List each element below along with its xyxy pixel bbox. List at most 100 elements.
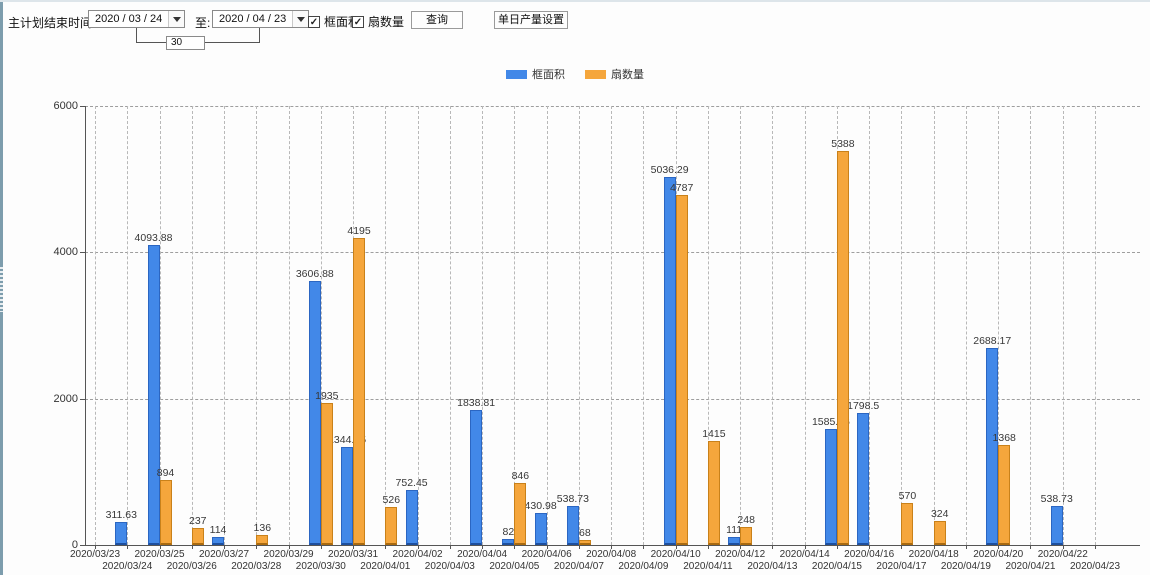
x-axis-label: 2020/04/10: [650, 549, 701, 560]
bar-value-label: 1368: [992, 431, 1016, 444]
x-axis-tick: [449, 545, 451, 549]
x-axis-tick: [901, 545, 903, 549]
legend-item-frame-area: 框面积: [506, 66, 565, 82]
x-axis-tick: [836, 545, 838, 549]
x-axis-label: 2020/04/04: [457, 549, 508, 560]
x-axis: [85, 545, 1140, 546]
x-axis-tick: [288, 545, 290, 549]
x-axis-tick: [965, 545, 967, 549]
date-from-picker[interactable]: 2020 / 03 / 24: [88, 10, 185, 28]
x-axis-label: 2020/04/01: [360, 561, 411, 572]
x-axis-tick: [707, 545, 709, 549]
daily-output-settings-button[interactable]: 单日产量设置: [494, 11, 568, 29]
x-axis-label: 2020/04/15: [811, 561, 862, 572]
bar-框面积-2020/04/06: [534, 513, 547, 545]
window-left-edge: [0, 2, 3, 575]
x-axis-label: 2020/04/13: [747, 561, 798, 572]
x-axis-tick: [933, 545, 935, 549]
v-gridline: [95, 106, 96, 545]
v-gridline: [1062, 106, 1064, 545]
bar-扇数量-2020/04/05: [514, 483, 527, 545]
bar-value-label: 846: [511, 470, 530, 483]
date-to-picker[interactable]: 2020 / 04 / 23: [212, 10, 309, 28]
bar-扇数量-2020/03/25: [159, 479, 172, 545]
chevron-down-icon: [172, 16, 181, 22]
v-gridline: [869, 106, 871, 545]
x-axis-tick: [95, 545, 96, 549]
x-axis-label: 2020/04/11: [683, 561, 733, 572]
v-gridline: [256, 106, 258, 545]
bar-扇数量-2020/04/01: [385, 506, 398, 545]
bar-value-label: 2688.17: [973, 335, 1012, 348]
bar-value-label: 1585.96: [811, 415, 850, 428]
h-gridline: [85, 252, 1140, 254]
y-axis-tick: [80, 106, 85, 107]
bar-value-label: 430.98: [524, 500, 557, 513]
date-to-dropdown-button[interactable]: [292, 11, 308, 27]
bar-value-label: 68: [579, 527, 591, 540]
y-axis-label: 0: [71, 539, 78, 551]
date-to-value: 2020 / 04 / 23: [219, 13, 287, 25]
x-axis-tick: [191, 545, 193, 549]
v-gridline: [191, 106, 193, 545]
bar-value-label: 1798.5: [847, 400, 880, 413]
bar-扇数量-2020/04/20: [998, 444, 1011, 545]
v-gridline: [159, 106, 161, 545]
x-axis-tick: [224, 545, 226, 549]
x-axis-tick: [320, 545, 322, 549]
bar-value-label: 894: [156, 466, 175, 479]
checkbox-fan-count-label: 扇数量: [368, 15, 405, 29]
bar-value-label: 538.73: [1040, 492, 1073, 505]
bar-value-label: 82: [502, 526, 515, 538]
x-axis-label: 2020/04/23: [1069, 561, 1121, 572]
days-between-input[interactable]: 30: [166, 36, 205, 50]
x-axis-label: 2020/03/25: [134, 549, 185, 560]
plan-end-time-label: 主计划结束时间:: [8, 16, 96, 30]
checkbox-frame-area[interactable]: ✓ 框面积: [308, 13, 360, 30]
date-from-dropdown-button[interactable]: [168, 11, 184, 27]
v-gridline: [127, 106, 129, 545]
x-axis-label: 2020/03/30: [295, 561, 346, 572]
v-gridline: [933, 106, 935, 545]
v-gridline: [965, 106, 967, 545]
bar-框面积-2020/04/16: [857, 413, 870, 545]
x-axis-tick: [353, 545, 355, 549]
bar-value-label: 3606.88: [295, 268, 334, 281]
bar-框面积-2020/04/15: [824, 428, 837, 545]
checkbox-fan-count[interactable]: ✓ 扇数量: [352, 13, 404, 30]
x-axis-label: 2020/04/08: [586, 549, 637, 560]
h-gridline: [85, 398, 1140, 400]
chevron-down-icon: [296, 16, 305, 22]
bar-框面积-2020/03/27: [212, 536, 225, 545]
x-axis-tick: [772, 545, 774, 549]
y-axis-label: 6000: [53, 100, 78, 112]
x-axis-label: 2020/04/18: [908, 549, 959, 560]
x-axis-label: 2020/04/09: [618, 561, 669, 572]
date-from-value: 2020 / 03 / 24: [95, 13, 163, 25]
v-gridline: [611, 106, 613, 545]
v-gridline: [578, 106, 580, 545]
x-axis-label: 2020/04/21: [1005, 561, 1056, 572]
v-gridline: [707, 106, 709, 545]
bar-value-label: 4787: [669, 181, 694, 194]
bar-框面积-2020/04/10: [663, 176, 676, 545]
bar-扇数量-2020/03/26: [191, 527, 204, 545]
x-axis-label: 2020/04/02: [392, 549, 443, 560]
y-axis-tick: [80, 545, 85, 546]
splitter-grip[interactable]: [0, 267, 3, 312]
x-axis-label: 2020/03/26: [166, 561, 217, 572]
v-gridline: [482, 106, 484, 545]
x-axis-tick: [869, 545, 871, 549]
x-axis-tick: [643, 545, 645, 549]
checkbox-fan-count-box[interactable]: ✓: [352, 15, 364, 28]
bar-value-label: 526: [382, 493, 401, 506]
connector-line-right: [205, 28, 260, 43]
checkbox-frame-area-box[interactable]: ✓: [308, 15, 320, 28]
query-button[interactable]: 查询: [411, 11, 463, 29]
x-axis-label: 2020/04/19: [940, 561, 991, 572]
bar-框面积-2020/04/02: [405, 489, 418, 545]
bar-value-label: 248: [737, 513, 755, 526]
bar-扇数量-2020/03/28: [256, 535, 269, 545]
bar-框面积-2020/04/12: [728, 536, 741, 545]
